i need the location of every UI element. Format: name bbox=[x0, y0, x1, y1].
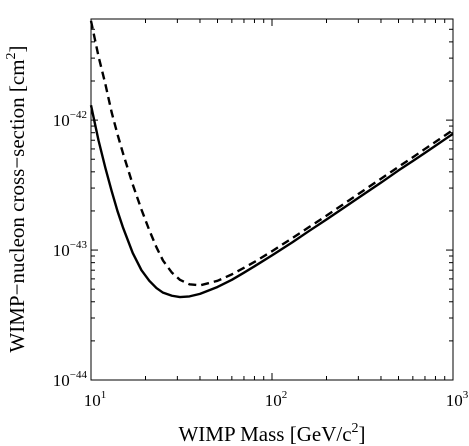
x-tick-label: 102 bbox=[265, 389, 288, 410]
x-tick-label: 103 bbox=[446, 389, 469, 410]
y-tick-label: 10−42 bbox=[53, 109, 87, 130]
data-series bbox=[89, 20, 454, 299]
tick-labels: 101 102 103 10−44 10−43 10−42 bbox=[53, 109, 469, 410]
plot-frame bbox=[90, 18, 454, 381]
solid-limit-curve bbox=[89, 105, 454, 299]
dashed-limit-curve bbox=[89, 20, 454, 287]
axis-ticks bbox=[90, 18, 453, 381]
x-tick-label: 101 bbox=[84, 389, 107, 410]
y-tick-label: 10−43 bbox=[53, 239, 88, 260]
x-axis-label: WIMP Mass [GeV/c2] bbox=[178, 421, 365, 446]
y-axis-label: WIMP−nucleon cross−section [cm2] bbox=[4, 45, 29, 352]
y-tick-label: 10−44 bbox=[53, 369, 88, 390]
